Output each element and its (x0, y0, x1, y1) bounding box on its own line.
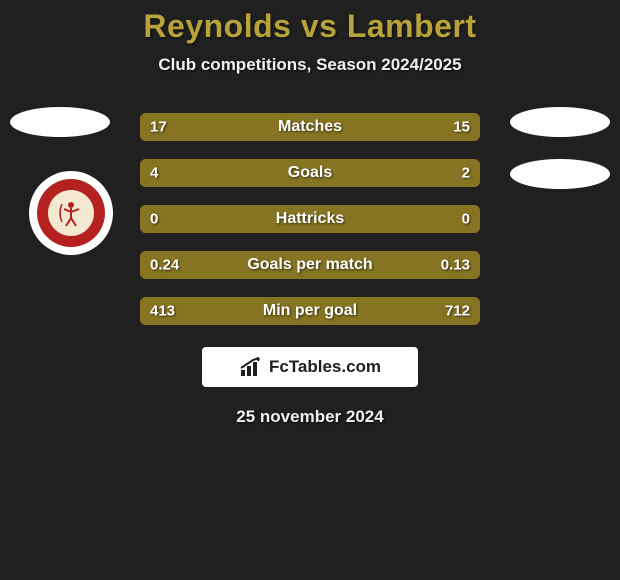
date: 25 november 2024 (0, 407, 620, 427)
stat-value-left: 0.24 (150, 257, 179, 274)
stat-value-right: 15 (453, 119, 470, 136)
stat-row: 0 0 Hattricks (140, 205, 480, 233)
stat-value-left: 4 (150, 165, 158, 182)
stat-value-left: 17 (150, 119, 167, 136)
stats-list: 17 15 Matches 4 2 Goals 0 0 Hattricks 0.24 0.13 Goa… (140, 113, 480, 325)
stat-value-right: 712 (445, 303, 470, 320)
stat-label: Goals (288, 164, 332, 182)
stat-label: Hattricks (276, 210, 344, 228)
club-badge-left (29, 171, 113, 255)
stat-value-left: 0 (150, 211, 158, 228)
stat-value-right: 0 (462, 211, 470, 228)
subtitle: Club competitions, Season 2024/2025 (0, 55, 620, 75)
chart-icon (239, 356, 263, 378)
stat-label: Matches (278, 118, 342, 136)
branding-text: FcTables.com (269, 357, 381, 377)
stat-value-right: 0.13 (441, 257, 470, 274)
branding-box: FcTables.com (202, 347, 418, 387)
club-badge-placeholder-right (510, 159, 610, 189)
player-avatar-placeholder-left (10, 107, 110, 137)
stat-fill-left (140, 159, 368, 187)
title: Reynolds vs Lambert (0, 8, 620, 45)
stat-label: Goals per match (247, 256, 372, 274)
stat-row: 17 15 Matches (140, 113, 480, 141)
player-avatar-placeholder-right (510, 107, 610, 137)
infographic-container: Reynolds vs Lambert Club competitions, S… (0, 0, 620, 427)
stat-row: 413 712 Min per goal (140, 297, 480, 325)
stat-row: 4 2 Goals (140, 159, 480, 187)
stat-label: Min per goal (263, 302, 357, 320)
stat-value-left: 413 (150, 303, 175, 320)
archer-icon (56, 198, 86, 228)
stat-row: 0.24 0.13 Goals per match (140, 251, 480, 279)
comparison-area: 17 15 Matches 4 2 Goals 0 0 Hattricks 0.24 0.13 Goa… (0, 113, 620, 325)
stat-value-right: 2 (462, 165, 470, 182)
